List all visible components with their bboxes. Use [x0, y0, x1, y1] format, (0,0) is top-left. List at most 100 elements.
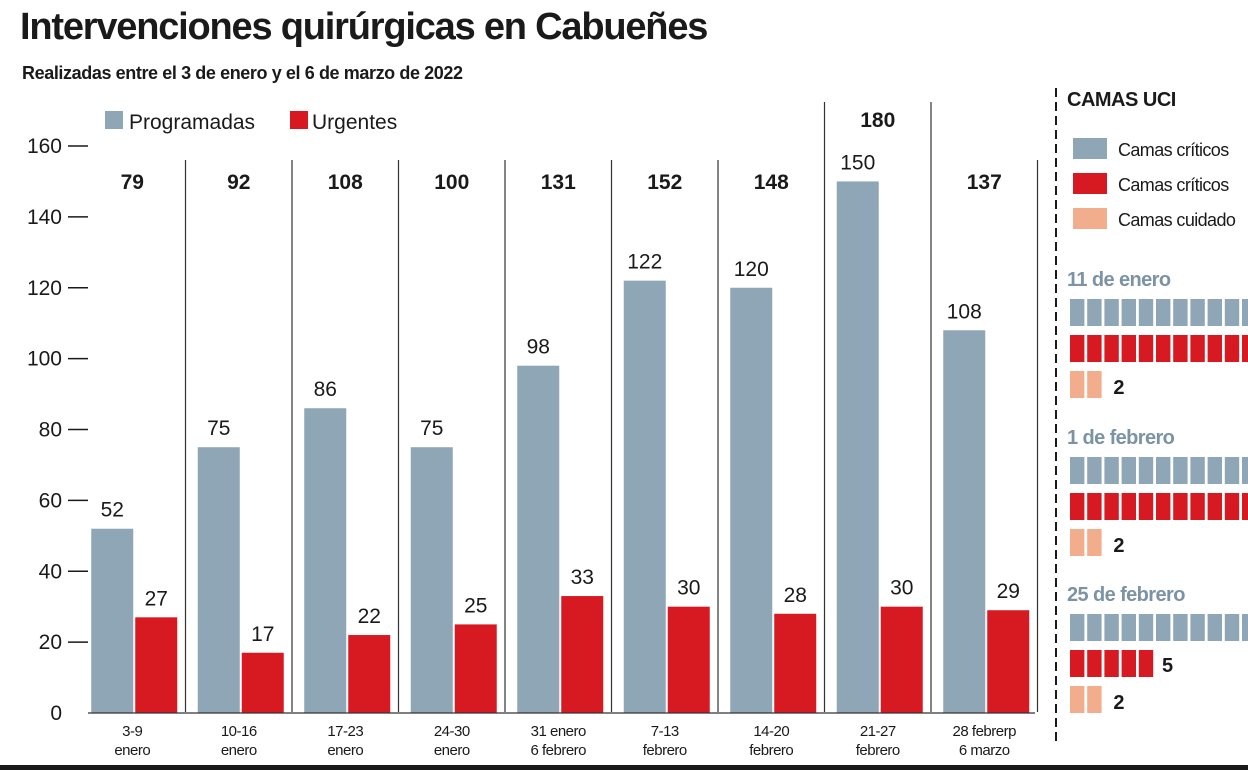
uci-cell-criticos-2	[1070, 335, 1085, 362]
bar-label-programadas: 120	[734, 258, 769, 281]
uci-count-cuidados: 2	[1113, 535, 1124, 557]
uci-cell-criticos-2	[1173, 335, 1188, 362]
bar-label-urgentes: 30	[677, 577, 700, 600]
bar-label-urgentes: 22	[358, 605, 381, 628]
bar-label-programadas: 122	[627, 251, 662, 274]
bar-urgentes	[241, 652, 284, 713]
uci-cell-criticos-2	[1190, 493, 1205, 520]
uci-cell-criticos-2	[1242, 335, 1248, 362]
week-total-label: 180	[860, 109, 895, 132]
x-tick-label: 31 enero	[531, 723, 586, 740]
week-total-label: 92	[227, 171, 250, 194]
uci-cell-criticos-2	[1156, 335, 1171, 362]
uci-cell-criticos-1	[1242, 614, 1248, 641]
uci-cell-criticos-2	[1070, 650, 1085, 677]
bar-programadas	[730, 287, 773, 713]
bar-label-programadas: 98	[527, 336, 550, 359]
week-total-label: 137	[967, 171, 1002, 194]
uci-cell-criticos-1	[1207, 614, 1222, 641]
uci-cell-criticos-1	[1087, 299, 1102, 326]
x-tick-label: 21-27	[860, 723, 896, 740]
bar-label-urgentes: 17	[251, 623, 274, 646]
uci-cell-cuidados	[1070, 371, 1085, 398]
legend-swatch-urgentes	[290, 111, 308, 129]
x-tick-label: enero	[434, 742, 470, 759]
week-total-label: 152	[647, 171, 682, 194]
uci-cell-criticos-2	[1242, 493, 1248, 520]
uci-title: CAMAS UCI	[1067, 89, 1176, 111]
week-total-label: 131	[541, 171, 576, 194]
bar-programadas	[197, 447, 240, 713]
bar-label-urgentes: 33	[571, 566, 594, 589]
y-tick-label: 40	[39, 560, 62, 583]
uci-cell-criticos-1	[1104, 457, 1119, 484]
uci-cell-criticos-1	[1104, 299, 1119, 326]
bar-label-programadas: 75	[420, 417, 443, 440]
uci-cell-criticos-1	[1190, 614, 1205, 641]
uci-cell-criticos-2	[1070, 493, 1085, 520]
uci-legend-criticos-2-label: Camas críticos	[1118, 175, 1229, 195]
uci-cell-criticos-2	[1087, 335, 1102, 362]
uci-cell-criticos-2	[1190, 335, 1205, 362]
uci-cell-criticos-2	[1207, 493, 1222, 520]
bar-urgentes	[348, 635, 391, 713]
bar-label-programadas: 75	[207, 417, 230, 440]
bar-urgentes	[561, 596, 604, 713]
uci-cell-criticos-1	[1138, 614, 1154, 641]
x-tick-label: 24-30	[434, 723, 470, 740]
bar-programadas	[623, 280, 666, 713]
uci-date-label: 1 de febrero	[1067, 427, 1175, 449]
uci-cell-criticos-2	[1121, 493, 1136, 520]
bar-programadas	[517, 365, 560, 713]
bar-label-programadas: 108	[947, 300, 982, 323]
bar-label-urgentes: 27	[145, 587, 168, 610]
bar-label-urgentes: 29	[997, 580, 1020, 603]
bar-urgentes	[135, 617, 178, 713]
x-tick-label: 6 marzo	[959, 742, 1010, 759]
bar-label-urgentes: 25	[464, 594, 487, 617]
uci-cell-criticos-1	[1138, 299, 1154, 326]
uci-cell-criticos-1	[1087, 457, 1102, 484]
uci-cell-criticos-1	[1138, 457, 1154, 484]
bar-urgentes	[880, 606, 923, 713]
week-total-label: 79	[121, 171, 144, 194]
x-tick-label: 14-20	[753, 723, 789, 740]
x-tick-label: febrero	[643, 742, 687, 759]
legend-label-programadas: Programadas	[129, 111, 255, 134]
bar-urgentes	[774, 613, 817, 713]
x-tick-label: enero	[327, 742, 363, 759]
uci-cell-criticos-1	[1242, 299, 1248, 326]
uci-cell-criticos-2	[1121, 650, 1136, 677]
uci-date-label: 11 de enero	[1067, 269, 1171, 291]
uci-cell-criticos-1	[1156, 614, 1171, 641]
y-tick-label: 120	[27, 277, 62, 300]
uci-cell-criticos-1	[1104, 614, 1119, 641]
bar-programadas	[410, 447, 453, 713]
uci-cell-criticos-1	[1173, 457, 1188, 484]
uci-cell-criticos-2	[1224, 335, 1240, 362]
uci-cell-criticos-1	[1087, 614, 1102, 641]
uci-cell-criticos-2	[1087, 493, 1102, 520]
uci-cell-cuidados	[1070, 686, 1085, 713]
y-tick-label: 0	[50, 702, 62, 725]
uci-legend-criticos-2-swatch	[1073, 173, 1107, 194]
uci-count-criticos-2: 5	[1162, 655, 1173, 677]
bar-urgentes	[454, 624, 497, 713]
uci-cell-criticos-2	[1138, 493, 1154, 520]
uci-cell-criticos-1	[1207, 457, 1222, 484]
uci-count-cuidados: 2	[1113, 692, 1124, 714]
uci-cell-criticos-1	[1190, 299, 1205, 326]
bar-programadas	[943, 330, 986, 713]
y-tick-label: 140	[27, 206, 62, 229]
uci-cell-criticos-2	[1207, 335, 1222, 362]
y-tick-label: 160	[27, 135, 62, 158]
week-total-label: 148	[754, 171, 789, 194]
uci-cell-criticos-1	[1121, 299, 1136, 326]
uci-cell-criticos-1	[1173, 614, 1188, 641]
uci-cell-criticos-2	[1104, 335, 1119, 362]
uci-cell-cuidados	[1070, 529, 1085, 556]
uci-cell-criticos-2	[1138, 650, 1154, 677]
x-tick-label: febrero	[749, 742, 793, 759]
uci-cell-criticos-1	[1156, 299, 1171, 326]
uci-cell-criticos-1	[1224, 614, 1240, 641]
